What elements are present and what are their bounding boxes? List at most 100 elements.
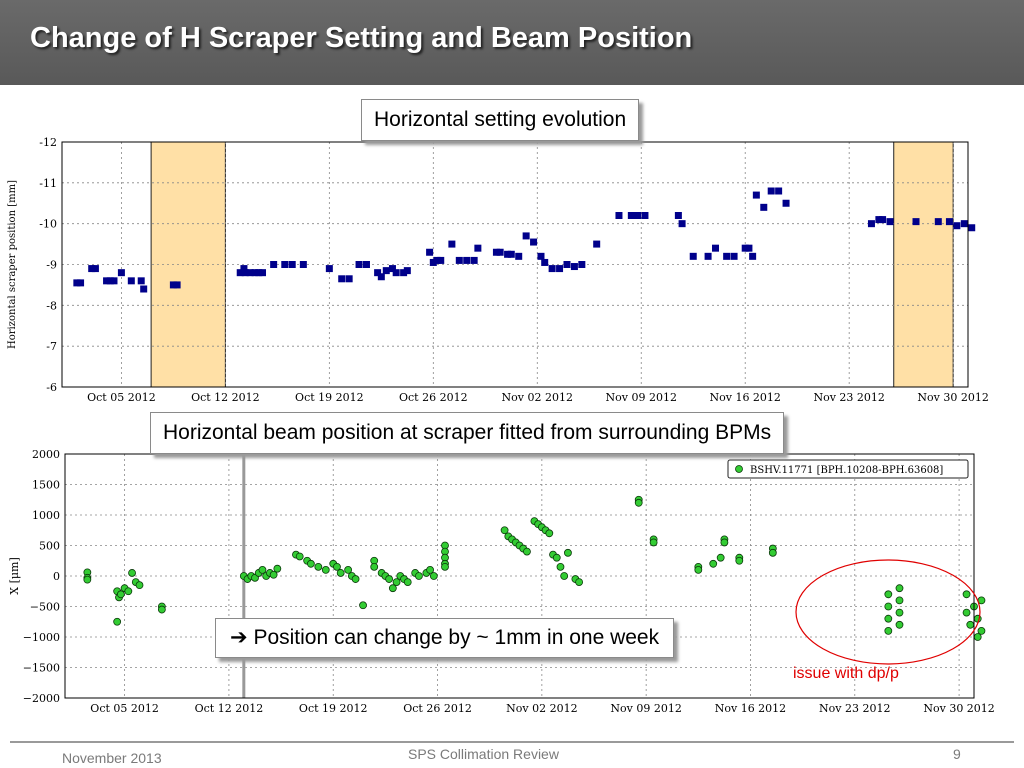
data-point-circle [258, 566, 267, 574]
data-point-circle [113, 617, 122, 626]
data-point-square [241, 269, 249, 277]
data-point-circle [128, 569, 136, 577]
data-point-square [251, 269, 259, 277]
data-point-square [496, 248, 504, 256]
data-point-circle [716, 553, 725, 562]
data-point-square [593, 240, 601, 248]
issue-ellipse [795, 559, 981, 665]
data-point-circle [273, 564, 282, 573]
data-point-circle [344, 566, 353, 574]
data-point-square [73, 279, 81, 287]
data-point-square [374, 269, 382, 277]
data-point-circle [694, 566, 703, 574]
data-point-circle [895, 584, 904, 593]
data-point-circle [884, 614, 893, 623]
data-point-square [281, 261, 289, 268]
scraper-setting-chart: -12 -11 -10 -9 -8 -7 -6 Oct 05 2012 Oct 12 2012 O… [7, 136, 989, 404]
data-point-square [615, 212, 623, 219]
y-tick-label: −500 [30, 601, 60, 614]
x-tick-label: Oct 19 2012 [295, 391, 364, 404]
x-tick-label: Oct 19 2012 [299, 702, 368, 715]
legend-label: BSHV.11771 [BPH.10208-BPH.63608] [750, 465, 943, 476]
data-point-circle [83, 575, 92, 584]
x-tick-label: Oct 05 2012 [90, 702, 159, 715]
data-point-square [173, 281, 181, 289]
y-axis-label: X [μm] [8, 557, 21, 595]
arrow-right-icon: ➔ [230, 626, 248, 649]
y-axis-label: Horizontal scraper position [mm] [7, 180, 18, 349]
data-point-square [641, 212, 649, 219]
data-point-square [704, 252, 712, 260]
data-point-circle [895, 596, 904, 605]
data-point-square [522, 232, 530, 240]
data-point-square [259, 269, 267, 277]
data-point-square [760, 203, 768, 211]
data-point-circle [962, 608, 971, 617]
data-point-circle [295, 552, 304, 561]
data-point-square [137, 277, 145, 285]
data-point-square [953, 222, 961, 230]
data-point-circle [768, 548, 777, 557]
data-point-circle [556, 562, 565, 571]
data-point-circle [415, 572, 423, 580]
data-point-square [127, 277, 135, 285]
data-point-square [448, 240, 456, 248]
data-point-square [270, 261, 278, 268]
data-point-circle [895, 620, 904, 629]
y-tick-label: -9 [46, 259, 57, 272]
data-point-square [752, 191, 760, 199]
data-point-square [246, 269, 254, 277]
data-point-square [530, 238, 538, 246]
data-point-circle [314, 562, 323, 571]
data-point-circle [116, 590, 125, 599]
data-point-circle [884, 627, 893, 635]
x-tick-label: Oct 05 2012 [87, 391, 156, 404]
data-point-circle [977, 627, 986, 635]
data-point-square [749, 252, 757, 260]
footer-divider [10, 741, 1014, 743]
data-point-square [537, 252, 545, 260]
data-point-circle [351, 575, 360, 583]
data-point-square [345, 275, 353, 283]
x-tick-label: Oct 26 2012 [399, 391, 468, 404]
data-point-square [563, 261, 571, 268]
issue-label: issue with dp/p [793, 665, 899, 682]
x-tick-label: Nov 02 2012 [502, 391, 573, 404]
data-point-square [741, 244, 749, 252]
data-point-square [678, 220, 686, 228]
data-point-square [240, 265, 248, 273]
data-point-circle [720, 538, 729, 547]
callout-position-change: ➔ Position can change by ~ 1mm in one we… [215, 618, 675, 658]
y-tick-label: −1000 [23, 631, 60, 644]
data-point-circle [649, 538, 658, 547]
y-tick-label: -10 [39, 218, 57, 231]
data-point-square [403, 267, 411, 275]
data-point-circle [895, 608, 904, 617]
data-point-square [455, 256, 463, 264]
data-point-circle [157, 605, 166, 614]
data-point-circle [441, 562, 449, 571]
data-point-square [117, 269, 125, 277]
callout-beam-position: Horizontal beam position at scraper fitt… [150, 412, 785, 454]
data-point-circle [575, 578, 584, 586]
legend-box [727, 459, 969, 479]
data-point-square [782, 199, 790, 207]
data-point-square [255, 269, 263, 277]
data-point-square [634, 212, 642, 219]
data-point-square [426, 248, 434, 256]
y-tick-label: 1000 [32, 509, 60, 522]
data-point-square [960, 220, 968, 228]
data-point-square [338, 275, 346, 283]
data-point-circle [269, 570, 278, 579]
data-point-square [382, 267, 390, 275]
data-point-square [470, 256, 478, 264]
x-tick-label: Nov 30 2012 [923, 702, 994, 715]
y-tick-label: 500 [39, 540, 60, 553]
data-point-circle [370, 562, 379, 571]
charts-canvas: -12 -11 -10 -9 -8 -7 -6 Oct 05 2012 Oct 12 2012 O… [7, 136, 995, 715]
data-point-square [867, 220, 875, 228]
data-point-square [463, 256, 471, 264]
data-point-square [169, 281, 177, 289]
data-point-circle [523, 547, 531, 556]
data-point-square [730, 252, 738, 260]
